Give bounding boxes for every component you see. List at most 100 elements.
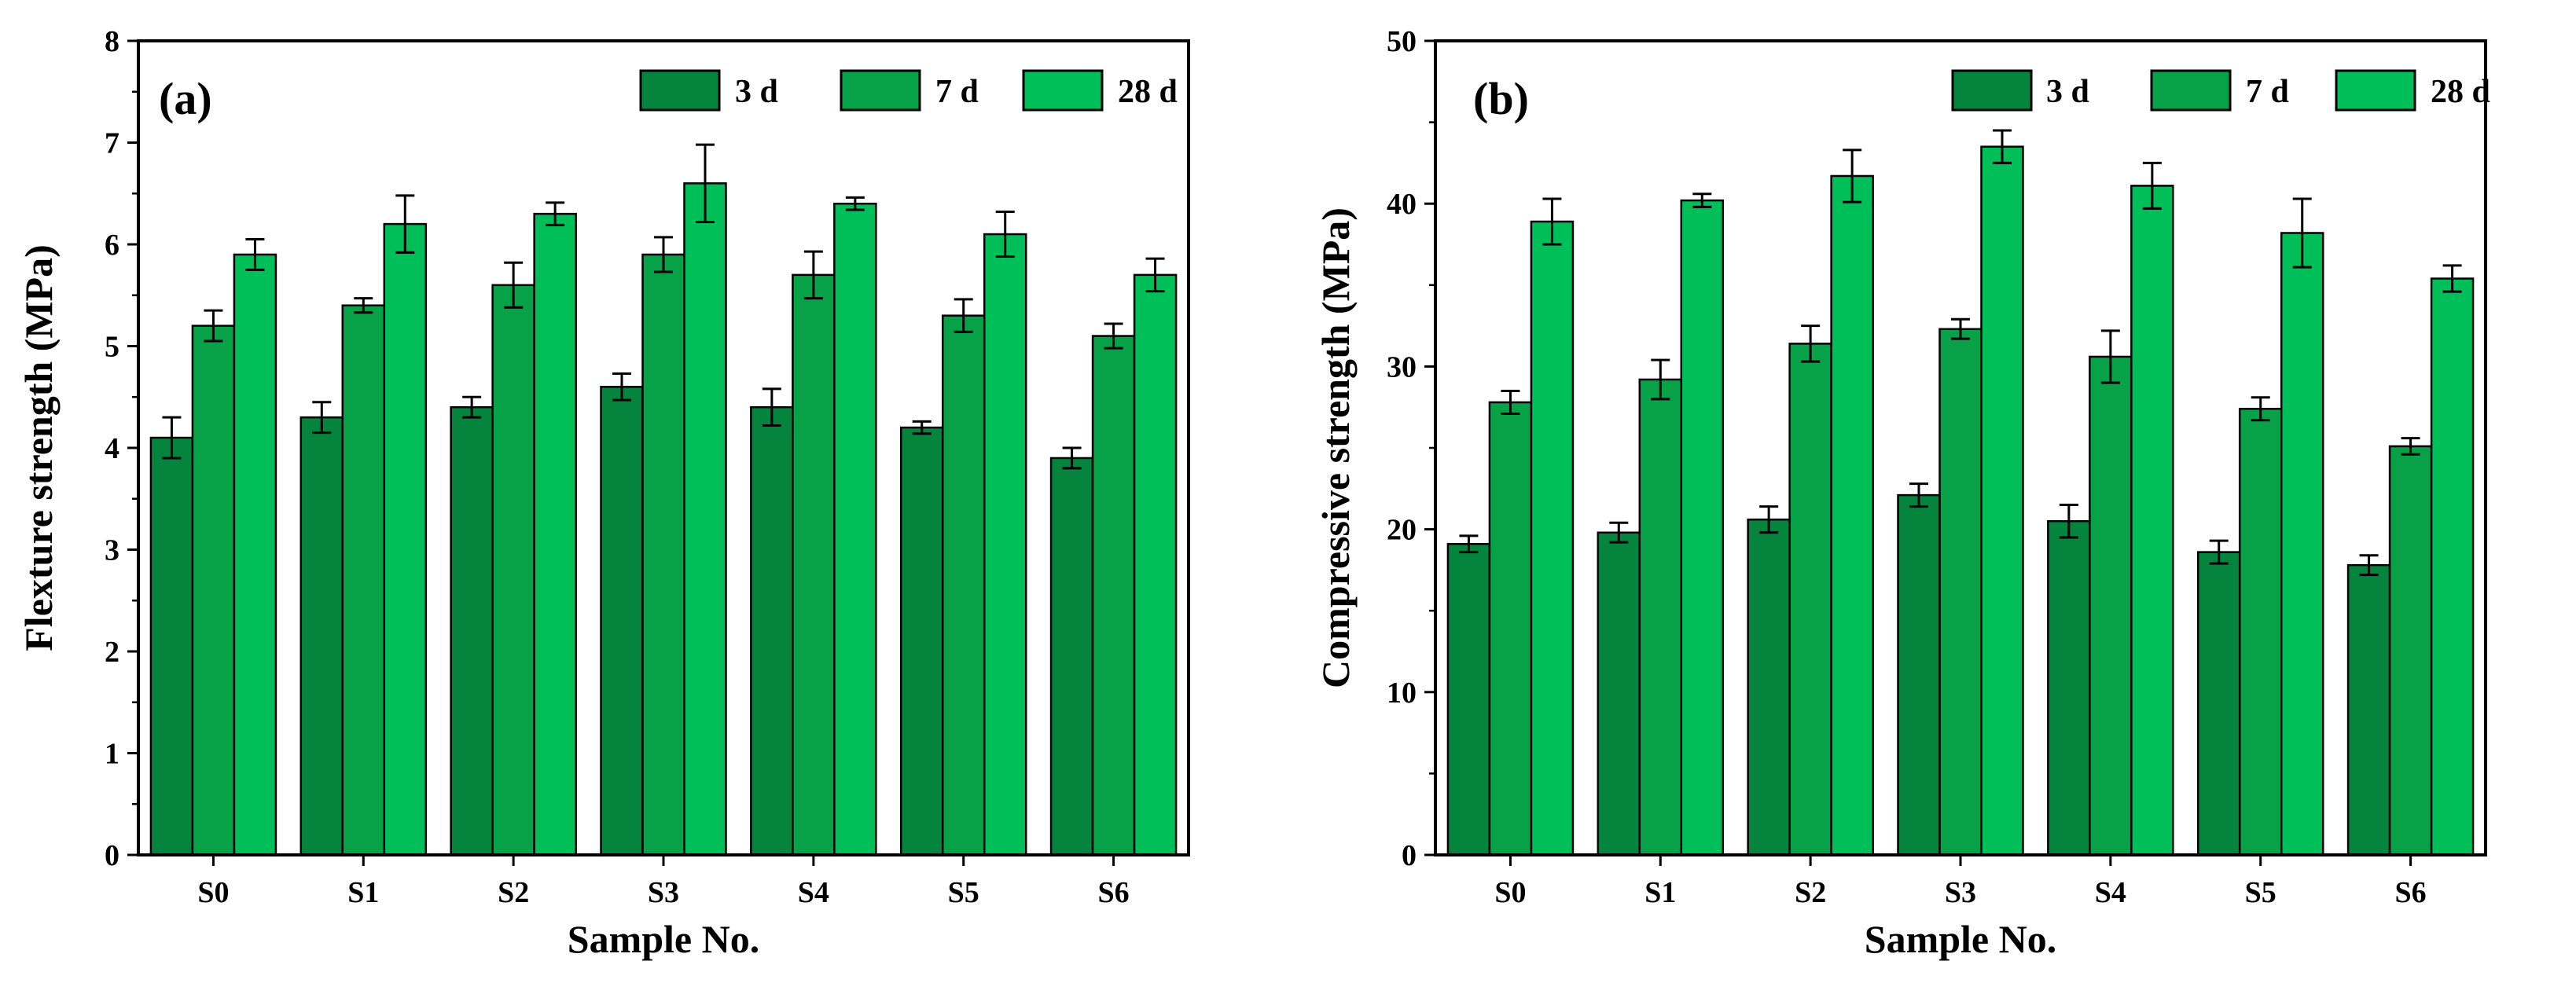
panel-a-bar-s4-28d	[833, 202, 877, 856]
panel-a-x-tick-label-s4: S4	[798, 876, 829, 909]
panel-b-legend-label-7d: 7 d	[2246, 74, 2289, 110]
panel-a-error-bar-s5-7d	[954, 298, 973, 333]
panel-a-error-bar-s3-7d	[654, 236, 673, 273]
panel-b-y-tick-label-10: 10	[1387, 677, 1417, 710]
panel-a-bar-s0-7d	[191, 325, 236, 856]
panel-b-bar-s4-7d	[2089, 355, 2133, 856]
panel-a-error-bar-s0-3d	[162, 416, 182, 460]
panel-a-error-bar-s6-28d	[1145, 257, 1165, 293]
panel-b-error-bar-s3-28d	[1993, 129, 2012, 164]
panel-b-bar-s0-7d	[1488, 401, 1533, 856]
panel-b-x-ticks: S0 S1 S2 S3 S4 S5 S6	[1494, 855, 2427, 909]
panel-a-bar-s2-3d	[450, 405, 494, 856]
panel-b-legend-label-28d: 28 d	[2431, 74, 2490, 110]
panel-b-x-tick-label-s2: S2	[1795, 876, 1826, 909]
panel-a-bar-s5-3d	[899, 426, 944, 856]
panel-a-bar-s3-28d	[683, 182, 727, 856]
panel-a-error-bar-s0-28d	[245, 238, 265, 271]
panel-b-y-tick-label-40: 40	[1387, 188, 1417, 221]
panel-a-bar-s1-7d	[341, 304, 386, 856]
panel-b-x-tick-label-s5: S5	[2245, 876, 2277, 909]
panel-a-error-bars	[162, 143, 1165, 470]
panel-b-error-bar-s3-3d	[1909, 482, 1928, 508]
panel-a-bar-s2-28d	[533, 212, 577, 856]
panel-a-error-bar-s4-3d	[762, 387, 781, 427]
panel-a-legend-label-3d: 3 d	[735, 74, 778, 110]
panel-a-error-bar-s0-7d	[204, 309, 223, 343]
panel-a-y-ticks: 0 1 2 3 4 5 6 7 8	[105, 25, 138, 872]
panel-b-error-bar-s3-7d	[1951, 317, 1970, 340]
panel-b-error-bars	[1459, 129, 2462, 577]
panel-a-error-bar-s3-3d	[612, 372, 631, 402]
panel-a-bar-s6-3d	[1049, 457, 1094, 856]
panel-a-y-tick-label-5: 5	[105, 331, 119, 364]
panel-b-error-bar-s6-28d	[2442, 264, 2462, 293]
panel-a-legend-label-28d: 28 d	[1118, 74, 1178, 110]
panel-a-legend-swatch-3d	[639, 69, 721, 112]
panel-a-error-bar-s5-3d	[912, 420, 932, 435]
panel-a-plot-frame	[137, 39, 1190, 856]
panel-a-x-tick-label-s5: S5	[948, 876, 979, 909]
panel-a-error-bar-s3-28d	[696, 143, 715, 224]
panel-a-y-tick-label-6: 6	[105, 229, 119, 262]
panel-a-x-axis-title: Sample No.	[568, 917, 759, 961]
panel-b-legend-swatch-7d	[2150, 69, 2232, 112]
panel-a-bar-s5-7d	[941, 314, 986, 856]
panel-a-x-tick-label-s2: S2	[498, 876, 529, 909]
panel-b-x-tick-label-s3: S3	[1945, 876, 1976, 909]
panel-a-bar-s0-3d	[149, 436, 194, 856]
panel-a-y-tick-label-2: 2	[105, 636, 119, 669]
panel-a-bar-s4-7d	[792, 273, 836, 856]
panel-a-error-bar-s1-28d	[395, 194, 415, 254]
panel-b-bar-s3-7d	[1938, 328, 1983, 856]
panel-a-y-tick-label-7: 7	[105, 127, 119, 160]
panel-a-y-tick-label-0: 0	[105, 839, 119, 872]
panel-b-error-bar-s4-7d	[2100, 329, 2120, 384]
panel-b-error-bar-s5-7d	[2251, 396, 2270, 422]
panel-b-error-bar-s4-3d	[2059, 504, 2078, 539]
panel-b-error-bar-s0-3d	[1459, 534, 1479, 554]
panel-a-label: (a)	[159, 73, 212, 124]
panel-a-error-bar-s2-3d	[462, 395, 482, 419]
panel-b-y-tick-label-0: 0	[1402, 839, 1417, 872]
panel-a-error-bar-s2-28d	[546, 201, 565, 226]
panel-a-error-bar-s1-3d	[312, 401, 332, 435]
panel-b-error-bar-s6-7d	[2401, 437, 2420, 456]
panel-b-error-bar-s1-3d	[1609, 521, 1629, 544]
panel-b-error-bar-s5-28d	[2292, 197, 2312, 269]
panel-b-bar-s2-3d	[1747, 518, 1791, 856]
panel-b-x-tick-label-s6: S6	[2395, 876, 2427, 909]
panel-a-y-tick-label-1: 1	[105, 738, 119, 771]
panel-b-x-axis-title: Sample No.	[1865, 917, 2056, 961]
panel-b-bar-s1-3d	[1597, 531, 1641, 856]
panel-b-error-bar-s2-28d	[1843, 149, 1862, 204]
panel-a-y-tick-label-3: 3	[105, 534, 119, 567]
panel-b-y-tick-label-20: 20	[1387, 514, 1417, 547]
panel-a-legend: 3 d 7 d 28 d	[639, 69, 1178, 112]
panel-b-error-bar-s0-28d	[1542, 197, 1562, 246]
panel-b-x-tick-label-s0: S0	[1494, 876, 1526, 909]
panel-a-error-bar-s6-3d	[1062, 446, 1082, 470]
panel-a-bars	[149, 182, 1178, 856]
panel-b-x-tick-label-s4: S4	[2095, 876, 2126, 909]
panel-a-x-tick-label-s6: S6	[1098, 876, 1130, 909]
panel-a-x-ticks: S0 S1 S2 S3 S4 S5 S6	[197, 855, 1130, 909]
panel-b-error-bar-s2-7d	[1801, 325, 1821, 363]
panel-b-bar-s4-3d	[2047, 519, 2091, 856]
panel-a-bar-s1-28d	[383, 222, 428, 856]
panel-a-y-tick-label-8: 8	[105, 25, 119, 58]
panel-b-label: (b)	[1473, 73, 1529, 124]
panel-b-error-bar-s5-3d	[2209, 539, 2229, 565]
panel-b-y-tick-label-50: 50	[1387, 25, 1417, 58]
panel-b-bar-s5-3d	[2196, 551, 2241, 856]
panel-b-bar-s6-7d	[2388, 445, 2433, 856]
panel-a-bar-s3-3d	[600, 386, 644, 856]
panel-b-legend-swatch-28d	[2335, 69, 2416, 112]
panel-b-error-bar-s1-28d	[1692, 193, 1712, 208]
panel-a-bar-s1-3d	[299, 416, 344, 856]
panel-b-bar-s2-7d	[1788, 343, 1832, 856]
panel-b-legend: 3 d 7 d 28 d	[1951, 69, 2490, 112]
panel-b: 0 10 20 30 40 50 S0 S1 S2 S3 S4 S5 S6 (b) Sample No…	[1314, 25, 2490, 961]
panel-a-error-bar-s1-7d	[354, 297, 373, 314]
